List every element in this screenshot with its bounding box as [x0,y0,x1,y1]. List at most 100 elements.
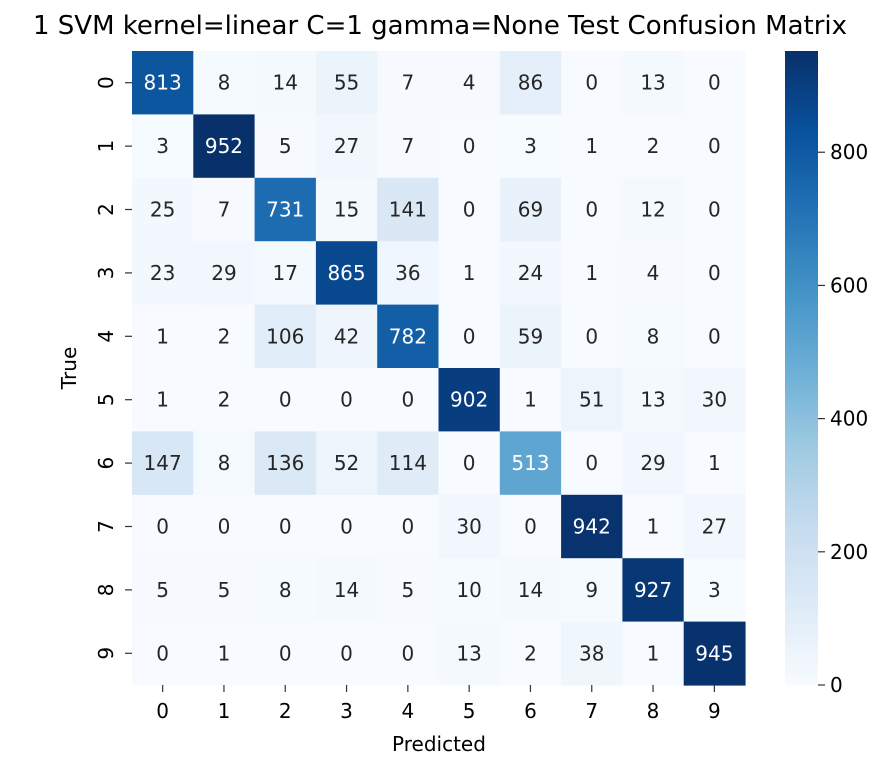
x-tick-label: 9 [708,699,721,723]
chart-title: 1 SVM kernel=linear C=1 gamma=None Test … [33,11,847,41]
cell-value-label: 114 [389,451,427,475]
heatmap-cells: 813 8 14 55 7 4 86 0 13 03 952 5 27 7 0 3 1 2 025 7 731 15 141… [132,51,746,686]
heatmap-cell [254,621,317,686]
cell-value-label: 0 [463,198,476,222]
cell-value-label: 0 [708,261,721,285]
heatmap-cell [254,431,317,496]
x-tick-label: 1 [218,699,231,723]
cell-value-label: 59 [518,324,543,348]
cell-value-label: 14 [334,578,359,602]
heatmap-cell [499,558,562,623]
heatmap-cell [254,558,317,623]
heatmap-cell [132,621,194,686]
cell-value-label: 902 [450,388,488,412]
cell-value-label: 3 [156,134,169,158]
cell-value-label: 36 [395,261,420,285]
y-tick-label: 8 [94,584,118,597]
cell-value-label: 14 [273,71,298,95]
cell-value-label: 1 [156,324,169,348]
heatmap-cell [315,368,378,432]
colorbar [785,51,818,685]
cell-value-label: 1 [647,515,660,539]
heatmap-cell [683,114,746,179]
heatmap-cell [377,304,440,369]
cell-value-label: 0 [401,388,414,412]
heatmap-cell [132,368,194,432]
cell-value-label: 5 [218,578,231,602]
heatmap-cell [622,51,685,115]
heatmap-cell [499,304,562,369]
heatmap-cell [622,431,685,496]
cell-value-label: 5 [279,134,292,158]
heatmap-cell [499,368,562,432]
heatmap-cell [193,304,256,369]
cell-value-label: 147 [144,451,182,475]
x-tick-label: 4 [401,699,414,723]
heatmap-cell [377,114,440,179]
cell-value-label: 0 [708,71,721,95]
cell-value-label: 30 [702,388,727,412]
heatmap-cell [315,51,378,115]
heatmap-cell [499,114,562,179]
cell-value-label: 0 [463,324,476,348]
heatmap-cell [132,114,194,179]
heatmap-cell [132,241,194,306]
heatmap-cell [377,51,440,115]
heatmap-cell [193,558,256,623]
cell-value-label: 942 [573,515,611,539]
cell-value-label: 0 [340,515,353,539]
heatmap-cell [315,241,378,306]
heatmap-cell [132,558,194,623]
heatmap-cell [377,621,440,686]
x-tick-label: 7 [585,699,598,723]
heatmap-cell [132,51,194,115]
heatmap-cell [438,368,501,432]
cell-value-label: 1 [585,261,598,285]
heatmap-cell [254,114,317,179]
cell-value-label: 15 [334,198,359,222]
cell-value-label: 8 [218,451,231,475]
heatmap-cell [499,494,562,559]
x-tick-label: 8 [647,699,660,723]
heatmap-cell [622,368,685,432]
cell-value-label: 2 [218,388,231,412]
cell-value-label: 0 [463,451,476,475]
x-tick-label: 2 [279,699,292,723]
cell-value-label: 3 [524,134,537,158]
colorbar-tick-label: 0 [830,673,843,697]
heatmap-cell [683,621,746,686]
y-tick-label: 3 [94,267,118,280]
cell-value-label: 106 [266,324,304,348]
cell-value-label: 952 [205,134,243,158]
heatmap-cell [377,494,440,559]
colorbar-tick-label: 400 [830,407,868,431]
heatmap-cell [561,431,623,496]
x-tick-label: 3 [340,699,353,723]
cell-value-label: 0 [156,641,169,665]
heatmap-cell [561,494,623,559]
cell-value-label: 1 [156,388,169,412]
heatmap-cell [622,558,685,623]
heatmap-cell [622,241,685,306]
colorbar-tick-label: 600 [830,273,868,297]
cell-value-label: 927 [634,578,672,602]
y-axis-label: True [57,347,81,390]
x-tick-label: 5 [463,699,476,723]
heatmap-cell [193,51,256,115]
heatmap-cell [193,241,256,306]
heatmap-cell [315,621,378,686]
heatmap-cell [132,431,194,496]
heatmap-cell [622,304,685,369]
heatmap-cell [377,241,440,306]
cell-value-label: 0 [585,198,598,222]
heatmap-cell [254,494,317,559]
heatmap-cell [132,304,194,369]
colorbar-tick-label: 200 [830,540,868,564]
heatmap-cell [193,621,256,686]
cell-value-label: 14 [518,578,543,602]
heatmap-cell [683,368,746,432]
cell-value-label: 42 [334,324,359,348]
heatmap-cell [315,304,378,369]
cell-value-label: 731 [266,198,304,222]
heatmap-cell [561,304,623,369]
